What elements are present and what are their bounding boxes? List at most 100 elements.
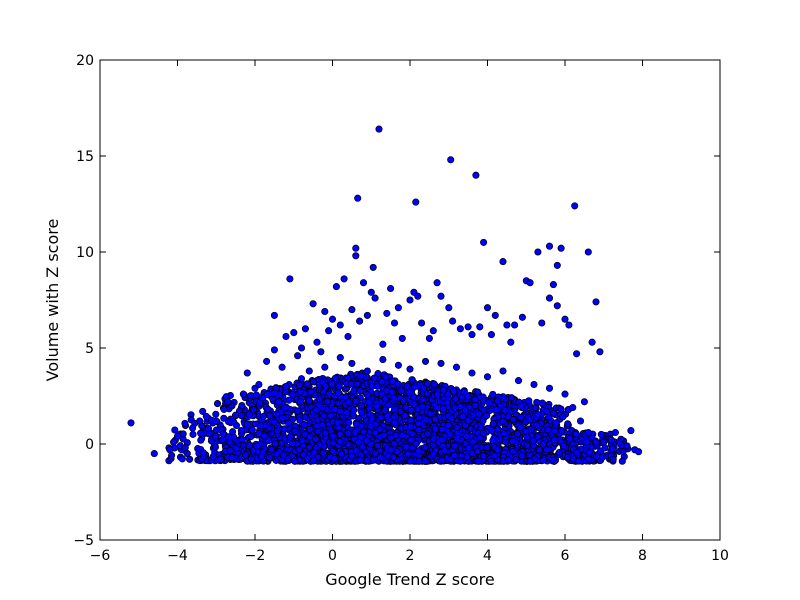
data-point [306, 433, 314, 441]
data-point [394, 304, 402, 312]
data-point [493, 406, 501, 414]
data-point [505, 456, 513, 464]
data-point [480, 238, 488, 246]
data-point [344, 429, 352, 437]
data-point [265, 437, 273, 445]
data-point [438, 436, 446, 444]
data-point [217, 455, 225, 463]
data-point [360, 428, 368, 436]
data-point [406, 423, 415, 431]
data-point [433, 390, 441, 399]
data-point [336, 430, 344, 438]
data-point [509, 437, 517, 445]
data-point [503, 321, 511, 329]
x-tick-label: 10 [711, 548, 729, 564]
data-point [296, 388, 304, 396]
data-point [282, 403, 290, 411]
data-point [323, 398, 331, 406]
data-point [529, 437, 537, 445]
data-point [245, 442, 253, 450]
data-point [252, 391, 260, 399]
data-point [263, 357, 271, 365]
data-point [398, 334, 406, 342]
data-point [460, 388, 468, 396]
data-point [398, 431, 406, 439]
data-point [531, 403, 539, 412]
data-point [247, 455, 255, 463]
data-point [352, 252, 360, 260]
data-point [232, 444, 240, 452]
data-point [448, 414, 456, 423]
data-point [479, 429, 487, 437]
data-point [575, 457, 583, 465]
data-point [405, 388, 413, 396]
data-point [487, 457, 495, 465]
data-point [569, 403, 577, 412]
data-point [592, 298, 600, 306]
x-tick-label: 8 [638, 548, 647, 564]
data-point [464, 323, 472, 331]
data-point [394, 380, 402, 388]
data-point [224, 418, 233, 426]
data-point [271, 440, 279, 448]
data-point [429, 327, 437, 335]
x-tick-label: 4 [483, 548, 492, 564]
data-point [501, 430, 509, 438]
data-point [544, 426, 552, 434]
data-point [298, 436, 306, 445]
data-point [488, 426, 496, 435]
data-point [418, 319, 426, 327]
data-points [127, 125, 643, 465]
data-point [456, 325, 464, 333]
data-point [474, 447, 482, 455]
data-point [321, 363, 329, 371]
data-point [390, 406, 399, 414]
data-point [356, 317, 364, 325]
data-point [370, 374, 378, 382]
data-point [421, 357, 430, 365]
data-point [273, 450, 281, 458]
data-point [572, 430, 580, 438]
data-point [290, 329, 298, 337]
data-point [425, 334, 433, 342]
data-point [507, 394, 516, 402]
x-tick-label: −2 [245, 548, 266, 564]
data-point [419, 385, 427, 393]
data-point [282, 382, 290, 390]
data-point [623, 442, 631, 450]
data-point [225, 433, 233, 441]
data-point [371, 429, 379, 437]
data-point [387, 434, 395, 442]
data-point [483, 373, 492, 381]
data-point [564, 453, 572, 461]
y-tick-label: 20 [76, 53, 94, 69]
data-point [461, 406, 470, 414]
data-point [422, 416, 430, 424]
data-point [312, 435, 320, 443]
data-point [237, 426, 245, 435]
data-point [197, 436, 205, 444]
data-point [388, 377, 397, 385]
data-point [390, 319, 399, 327]
data-point [479, 417, 487, 425]
data-point [294, 352, 302, 360]
data-point [553, 261, 561, 269]
data-point [173, 432, 182, 440]
data-point [232, 421, 241, 430]
data-point [331, 374, 339, 382]
data-point [558, 427, 566, 435]
data-point [525, 397, 533, 405]
data-point [345, 398, 353, 406]
y-tick-label: 10 [76, 245, 94, 261]
data-point [545, 242, 554, 250]
data-point [199, 407, 207, 415]
data-point [406, 296, 414, 304]
data-point [507, 338, 515, 346]
data-point [385, 401, 393, 409]
data-point [300, 421, 308, 429]
data-point [382, 373, 390, 381]
data-point [406, 365, 414, 373]
data-point [566, 435, 574, 443]
data-point [421, 443, 429, 451]
data-point [255, 380, 263, 389]
